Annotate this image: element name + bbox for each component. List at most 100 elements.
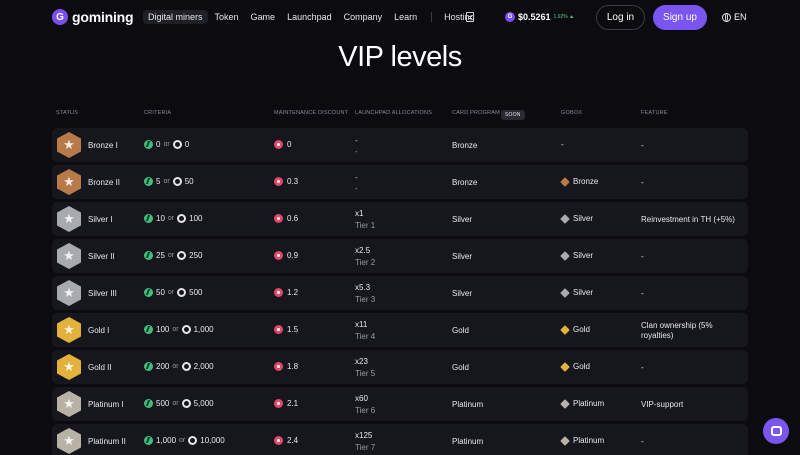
card-program: Bronze — [452, 178, 478, 187]
hashrate-icon — [181, 325, 191, 334]
discount-icon — [274, 251, 283, 260]
gobox-value: Bronze — [573, 177, 599, 186]
maintenance-value: 2.1 — [287, 399, 299, 408]
table-row: ★ Silver III 50 or 500 1.2 x5.3 Tier 3 Silver Sil… — [52, 276, 748, 310]
logo[interactable]: G gomining — [52, 9, 134, 25]
gomining-token-icon — [144, 177, 153, 186]
star-badge-icon: ★ — [57, 317, 81, 343]
document-icon[interactable] — [466, 12, 474, 22]
brand-name: gomining — [72, 9, 134, 25]
gobox-cube-icon — [560, 176, 570, 187]
table-header: STATUS CRITERIA MAINTENANCE DISCOUNT LAU… — [0, 108, 800, 120]
discount-icon — [274, 436, 283, 445]
table-row: ★ Bronze I 0 or 0 0- - Bronze - - — [52, 128, 748, 162]
status-name: Bronze I — [88, 141, 118, 150]
chat-button[interactable] — [763, 418, 789, 444]
gomining-token-icon — [144, 251, 153, 260]
discount-icon — [274, 214, 283, 223]
criteria-hashrate-value: 50 — [184, 177, 194, 186]
hashrate-icon — [177, 251, 187, 260]
criteria-token-value: 200 — [156, 362, 170, 371]
star-badge-icon: ★ — [57, 428, 81, 454]
feature: Reinvestment in TH (+5%) — [641, 215, 735, 224]
discount-icon — [274, 288, 283, 297]
launchpad-tier: Tier 5 — [355, 369, 376, 378]
nav-learn[interactable]: Learn — [394, 12, 418, 22]
gobox: Silver — [560, 250, 594, 261]
gobox-cube-icon — [560, 435, 570, 446]
language-selector[interactable]: EN — [722, 12, 747, 22]
card-program: Gold — [452, 363, 469, 372]
gomining-token-icon — [144, 436, 153, 445]
criteria: 1,000 or 10,000 — [144, 436, 225, 445]
discount-icon — [274, 177, 283, 186]
gobox: Gold — [560, 361, 590, 372]
maintenance-value: 1.2 — [287, 288, 299, 297]
maintenance-discount: 1.2 — [274, 288, 298, 297]
criteria-token-value: 100 — [156, 325, 170, 334]
maintenance-discount: 1.5 — [274, 325, 298, 334]
table-row: ★ Silver II 25 or 250 0.9 x2.5 Tier 2 Silver Silv… — [52, 239, 748, 273]
token-price[interactable]: G $0.5261 1.92% ▲ — [505, 12, 574, 22]
signup-button[interactable]: Sign up — [653, 5, 707, 30]
criteria-token-value: 25 — [156, 251, 165, 260]
criteria-hashrate-value: 250 — [189, 251, 203, 260]
price-change: 1.92% ▲ — [553, 14, 575, 20]
launchpad-tier: Tier 1 — [355, 221, 376, 230]
maintenance-value: 0.6 — [287, 214, 299, 223]
nav-hosting[interactable]: Hosting — [444, 12, 475, 22]
discount-icon — [274, 140, 283, 149]
launchpad-tier: Tier 4 — [355, 332, 376, 341]
login-button[interactable]: Log in — [596, 5, 645, 30]
criteria: 200 or 2,000 — [144, 362, 214, 371]
globe-icon — [722, 12, 731, 22]
card-program: Silver — [452, 252, 473, 261]
criteria-token-value: 0 — [156, 140, 161, 149]
gomining-token-icon — [144, 288, 153, 297]
nav-launchpad[interactable]: Launchpad — [287, 12, 332, 22]
launchpad-multiplier: x11 — [355, 320, 368, 329]
discount-icon — [274, 399, 283, 408]
launchpad-multiplier: x125 — [355, 431, 373, 440]
nav-company[interactable]: Company — [343, 12, 383, 22]
launchpad-tier: Tier 7 — [355, 443, 376, 452]
col-card-program: CARD PROGRAM — [452, 110, 500, 116]
status-name: Platinum I — [88, 400, 124, 409]
hashrate-icon — [181, 362, 191, 371]
gobox-value: Silver — [573, 251, 594, 260]
maintenance-value: 0.3 — [287, 177, 299, 186]
criteria-or: or — [163, 178, 170, 185]
gobox-value: Platinum — [573, 399, 605, 408]
feature: - — [641, 178, 644, 187]
criteria-hashrate-value: 500 — [189, 288, 203, 297]
nav-digital-miners[interactable]: Digital miners — [143, 10, 208, 24]
gobox-value: - — [561, 140, 564, 149]
maintenance-discount: 2.4 — [274, 436, 298, 445]
gomining-token-icon — [144, 140, 153, 149]
feature: - — [641, 141, 644, 150]
gobox: - — [561, 140, 564, 149]
table-row: ★ Platinum II 1,000 or 10,000 2.4 x125 Tier 7 Pl… — [52, 424, 748, 455]
gobox: Bronze — [560, 176, 599, 187]
page-title: VIP levels — [338, 41, 462, 73]
launchpad-tier: - — [355, 147, 358, 156]
maintenance-discount: 0.9 — [274, 251, 298, 260]
gobox-value: Silver — [573, 214, 594, 223]
gomining-logo-icon: G — [52, 9, 68, 25]
maintenance-discount: 2.1 — [274, 399, 298, 408]
hashrate-icon — [188, 436, 198, 445]
criteria: 500 or 5,000 — [144, 399, 214, 408]
nav-game[interactable]: Game — [250, 12, 276, 22]
status-name: Gold I — [88, 326, 110, 335]
criteria-hashrate-value: 100 — [189, 214, 203, 223]
criteria-hashrate-value: 0 — [184, 140, 190, 149]
criteria-or: or — [163, 141, 170, 148]
gobox-cube-icon — [560, 250, 570, 261]
discount-icon — [274, 325, 283, 334]
nav-token[interactable]: Token — [214, 12, 239, 22]
launchpad-multiplier: - — [355, 136, 358, 145]
criteria-hashrate-value: 10,000 — [200, 436, 225, 445]
gmt-coin-icon: G — [505, 12, 515, 22]
hashrate-icon — [181, 399, 191, 408]
gomining-token-icon — [144, 399, 153, 408]
